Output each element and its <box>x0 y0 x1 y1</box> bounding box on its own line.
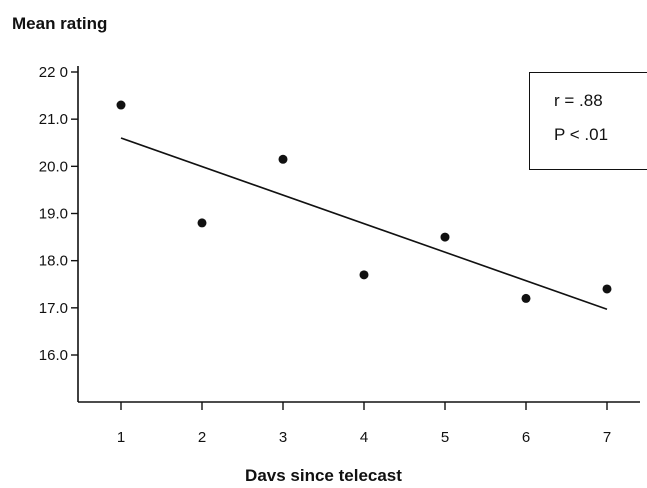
x-tick-label: 7 <box>603 429 611 446</box>
data-point <box>197 218 207 228</box>
stats-annotation-box: r = .88 P < .01 <box>529 72 647 170</box>
y-tick-label: 20.0 <box>39 158 68 175</box>
x-tick-label: 5 <box>441 429 449 446</box>
axes <box>77 66 640 403</box>
x-tick-label: 3 <box>279 429 287 446</box>
trend-line <box>120 137 608 311</box>
data-point <box>602 284 612 294</box>
data-point <box>116 100 126 110</box>
x-axis-ticks: 1 2 3 4 5 6 7 <box>117 402 611 446</box>
y-tick-label: 22 0 <box>39 64 68 81</box>
data-points <box>116 100 612 303</box>
y-tick-label: 18.0 <box>39 253 68 270</box>
y-tick-label: 21.0 <box>39 111 68 128</box>
data-point <box>440 232 450 242</box>
x-tick-label: 2 <box>198 429 206 446</box>
y-axis-ticks: 16.0 17.0 18.0 19.0 20.0 21.0 22 0 <box>39 64 78 364</box>
x-tick-label: 1 <box>117 429 125 446</box>
x-axis-title: Davs since telecast <box>245 466 402 485</box>
data-point <box>359 270 369 280</box>
x-tick-label: 4 <box>360 429 368 446</box>
y-tick-label: 16.0 <box>39 347 68 364</box>
y-axis-title: Mean rating <box>12 14 108 33</box>
trend-line-group <box>120 137 608 311</box>
p-value-text: P < .01 <box>554 125 609 144</box>
y-tick-label: 17.0 <box>39 300 68 317</box>
x-tick-label: 6 <box>522 429 530 446</box>
y-tick-label: 19.0 <box>39 206 68 223</box>
data-point <box>521 293 531 303</box>
correlation-text: r = .88 <box>554 91 603 110</box>
data-point <box>278 154 288 164</box>
